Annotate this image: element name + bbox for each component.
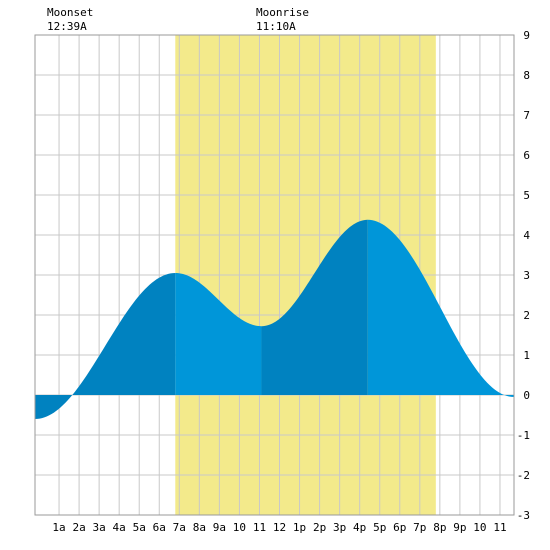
- x-tick-label: 8p: [433, 521, 446, 534]
- y-tick-label: 7: [523, 109, 530, 122]
- y-tick-label: 8: [523, 69, 530, 82]
- tide-segment-dark: [261, 219, 368, 395]
- x-axis-labels: 1a 2a 3a 4a 5a 6a 7a 8a 9a 10 11 12 1p 2p 3p 4p 5p 6p 7p 8p…: [52, 521, 506, 534]
- x-tick-label: 4a: [113, 521, 126, 534]
- tide-segment-light: [367, 219, 514, 397]
- x-tick-label: 5a: [133, 521, 146, 534]
- x-tick-label: 6p: [393, 521, 406, 534]
- y-tick-label: 9: [523, 29, 530, 42]
- x-tick-label: 10: [473, 521, 486, 534]
- x-tick-label: 11: [493, 521, 506, 534]
- moonset-annotation: Moonset 12:39A: [47, 6, 93, 33]
- x-tick-label: 1a: [52, 521, 65, 534]
- x-tick-label: 5p: [373, 521, 386, 534]
- y-tick-label: -3: [517, 509, 530, 522]
- x-tick-label: 3a: [93, 521, 106, 534]
- y-tick-label: 0: [523, 389, 530, 402]
- x-tick-label: 8a: [193, 521, 206, 534]
- moonset-label: Moonset: [47, 6, 93, 19]
- x-tick-label: 2p: [313, 521, 326, 534]
- moonset-time: 12:39A: [47, 20, 87, 33]
- moonrise-annotation: Moonrise 11:10A: [256, 6, 309, 33]
- x-tick-label: 10: [233, 521, 246, 534]
- y-tick-label: 3: [523, 269, 530, 282]
- moonrise-time: 11:10A: [256, 20, 296, 33]
- x-tick-label: 9a: [213, 521, 226, 534]
- plot-frame: [34, 34, 515, 516]
- x-tick-label: 6a: [153, 521, 166, 534]
- x-tick-label: 9p: [453, 521, 466, 534]
- tide-segment-light: [175, 273, 262, 395]
- y-tick-label: 6: [523, 149, 530, 162]
- tide-segment-dark: [35, 273, 176, 419]
- y-tick-label: 4: [523, 229, 530, 242]
- x-tick-label: 3p: [333, 521, 346, 534]
- moonrise-label: Moonrise: [256, 6, 309, 19]
- x-tick-label: 1p: [293, 521, 306, 534]
- y-tick-label: -2: [517, 469, 530, 482]
- x-tick-label: 7a: [173, 521, 186, 534]
- y-tick-label: -1: [517, 429, 530, 442]
- x-tick-label: 2a: [72, 521, 85, 534]
- y-tick-label: 2: [523, 309, 530, 322]
- x-tick-label: 12: [273, 521, 286, 534]
- tide-area: [35, 219, 514, 419]
- x-tick-label: 11: [253, 521, 266, 534]
- y-tick-label: 5: [523, 189, 530, 202]
- y-tick-label: 1: [523, 349, 530, 362]
- y-axis-labels: -3 -2 -1 0 1 2 3 4 5 6 7 8 9: [517, 29, 531, 522]
- x-tick-label: 4p: [353, 521, 366, 534]
- x-tick-label: 7p: [413, 521, 426, 534]
